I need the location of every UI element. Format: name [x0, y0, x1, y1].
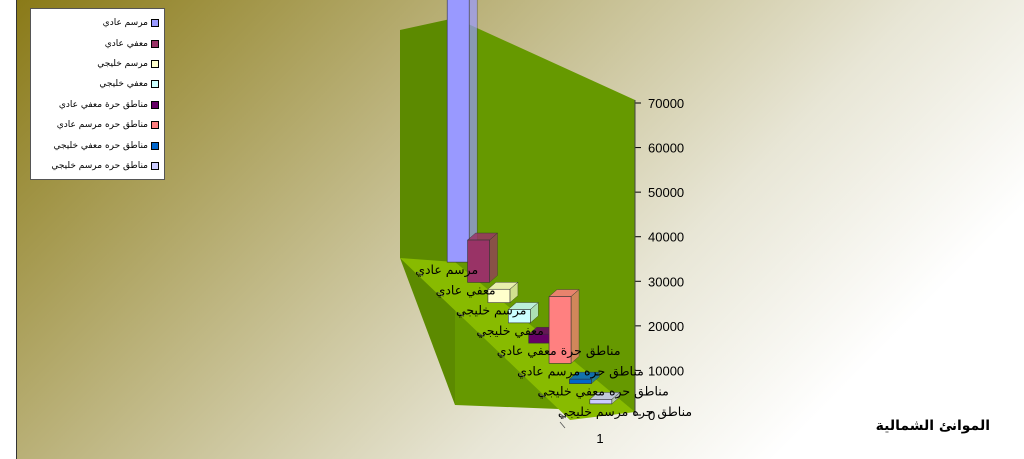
- legend-item: مناطق حرة معفي عادي: [36, 95, 159, 115]
- bar-7: [569, 378, 592, 384]
- legend-swatch: [151, 19, 159, 28]
- category-label: مناطق حره معفي خليجي: [537, 384, 668, 400]
- legend-swatch: [151, 121, 159, 130]
- y-tick-label: 10000: [648, 363, 684, 378]
- legend-item: معفي خليجي: [36, 74, 159, 94]
- legend: مرسم عادي معفي عادي مرسم خليجي معفي خليجي من…: [30, 8, 165, 180]
- category-tick-mark: [478, 332, 485, 338]
- legend-item: مناطق حره معفي خليجي: [36, 135, 159, 155]
- category-label: مناطق حره مرسم عادي: [517, 363, 644, 379]
- category-tick-mark: [416, 271, 424, 277]
- y-tick-label: 40000: [648, 230, 684, 245]
- category-label: معفي عادي: [436, 282, 496, 297]
- series-caption: الموانئ الشمالية: [875, 418, 990, 434]
- legend-item: مرسم عادي: [36, 13, 159, 33]
- bar-side: [468, 0, 478, 263]
- legend-item: مرسم خليجي: [36, 54, 159, 74]
- category-label: مرسم عادي: [415, 262, 478, 278]
- frame-border: [16, 0, 17, 459]
- legend-item: مناطق حره مرسم خليجي: [36, 156, 159, 176]
- category-tick-mark: [539, 393, 546, 398]
- legend-label: معفي عادي: [104, 38, 148, 49]
- legend-swatch: [151, 141, 159, 150]
- bar-4: [508, 309, 531, 324]
- y-tick-label: 0: [648, 408, 655, 423]
- y-tick-label: 50000: [648, 185, 684, 200]
- x-tick-mark: [559, 421, 566, 429]
- legend-label: مناطق حره معفي خليجي: [53, 140, 148, 151]
- legend-swatch: [151, 80, 159, 89]
- bar-3: [487, 288, 511, 303]
- legend-label: مناطق حره مرسم عادي: [56, 120, 148, 131]
- legend-label: مناطق حرة معفي عادي: [58, 99, 148, 110]
- y-tick-label: 20000: [648, 319, 684, 334]
- category-tick-mark: [498, 352, 505, 358]
- x-tick-label: 1: [596, 431, 603, 446]
- legend-swatch: [151, 59, 159, 68]
- bar-8: [589, 399, 613, 405]
- y-tick-label: 70000: [648, 96, 684, 111]
- legend-item: مناطق حره مرسم عادي: [36, 115, 159, 135]
- legend-label: مناطق حره مرسم خليجي: [51, 160, 148, 171]
- bar-2: [467, 239, 490, 283]
- bar-side: [489, 232, 498, 283]
- category-label: مناطق حرة معفي عادي: [497, 343, 621, 359]
- legend-swatch: [151, 100, 159, 109]
- category-label: مناطق حره مرسم خليجي: [558, 404, 692, 420]
- y-tick-label: 30000: [648, 274, 684, 289]
- category-label: مرسم خليجي: [456, 303, 526, 319]
- legend-item: معفي عادي: [36, 33, 159, 53]
- category-tick-mark: [437, 292, 444, 297]
- legend-label: مرسم خليجي: [97, 58, 148, 69]
- bar-6: [548, 296, 572, 364]
- legend-swatch: [151, 39, 159, 48]
- category-tick-mark: [559, 413, 567, 419]
- category-label: معفي خليجي: [476, 323, 544, 338]
- y-tick-label: 60000: [648, 141, 684, 156]
- legend-label: مرسم عادي: [102, 18, 148, 29]
- side-wall: [400, 18, 455, 405]
- bar-1: [446, 0, 470, 263]
- legend-label: معفي خليجي: [99, 79, 148, 90]
- legend-swatch: [151, 161, 159, 170]
- category-tick-mark: [457, 312, 465, 317]
- category-tick-mark: [518, 373, 526, 378]
